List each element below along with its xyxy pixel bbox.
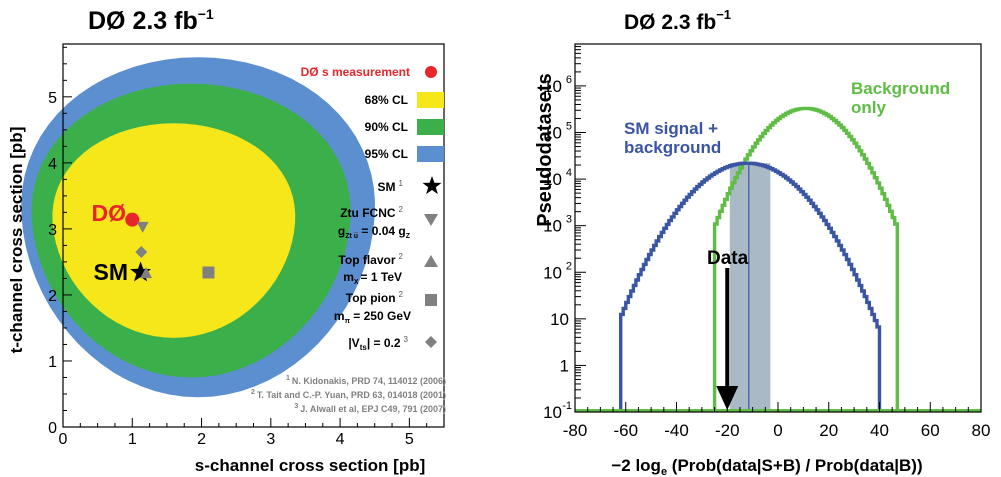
right-y-tick-label: 10 [543, 403, 562, 422]
point-star [130, 261, 151, 282]
right-x-tick-label: -40 [664, 421, 689, 440]
right-y-tick-label: 10 [543, 263, 562, 282]
legend-ztu: Ztu FCNC 2 [340, 205, 403, 220]
left-panel: DØ 2.3 fb−1 0 1 2 3 4 5 0 1 2 3 4 5 DØ SM DØ s meas… [7, 6, 446, 475]
legend-top-pion-mass: mπ = 250 GeV [334, 309, 411, 325]
d0-point-label: DØ [92, 200, 127, 226]
left-y-tick-label: 3 [48, 222, 57, 239]
legend-triangle-up-icon [424, 255, 438, 267]
left-x-tick-label: 4 [336, 431, 345, 448]
legend-top-flavor-mass: mX = 1 TeV [343, 270, 402, 286]
right-x-tick-label: 0 [773, 421, 782, 440]
right-title: DØ 2.3 fb−1 [624, 7, 731, 34]
legend-cl90-swatch [417, 119, 444, 135]
background-label-line2: only [851, 98, 886, 117]
legend-cl68: 68% CL [365, 93, 408, 107]
right-y-tick-exponent: 6 [566, 74, 572, 86]
right-annotations: SM signal + background Background only D… [624, 79, 950, 269]
legend-top-pion: Top pion 2 [346, 290, 404, 305]
left-x-tick-label: 1 [128, 431, 137, 448]
contour-68cl [52, 123, 296, 338]
left-title: DØ 2.3 fb−1 [88, 6, 214, 35]
legend-cl95-swatch [417, 146, 444, 162]
right-y-tick-exponent: -1 [562, 400, 572, 412]
data-arrow-head [716, 386, 739, 410]
right-x-tick-label: -20 [715, 421, 740, 440]
point-square [202, 266, 215, 279]
right-x-tick-label: -60 [613, 421, 638, 440]
left-axes-ticks: 0 1 2 3 4 5 0 1 2 3 4 5 [48, 46, 445, 448]
right-plot-frame [574, 43, 982, 413]
background-label-line1: Background [851, 79, 950, 98]
left-y-tick-label: 5 [48, 90, 57, 107]
legend-star-icon [422, 176, 442, 195]
right-x-tick-label: 20 [819, 421, 838, 440]
right-y-axis-label: Pseudodatasets [534, 73, 556, 226]
left-y-axis-label: t-channel cross section [pb] [7, 127, 26, 354]
right-x-tick-label: 80 [972, 421, 991, 440]
right-x-tick-label: 60 [921, 421, 940, 440]
left-legend: DØ s measurement 68% CL 90% CL 95% CL SM… [301, 65, 444, 352]
reference-1: 1 N. Kidonakis, PRD 74, 114012 (2006) [286, 375, 446, 386]
legend-cl68-swatch [417, 92, 444, 108]
data-label: Data [707, 248, 749, 269]
right-y-tick-label: 1 [560, 356, 569, 375]
right-y-tick-exponent: 2 [566, 260, 572, 272]
right-x-axis-label: −2 loge (Prob(data|S+B) / Prob(data|B)) [611, 456, 922, 477]
legend-d0-marker [425, 66, 437, 78]
left-references: 1 N. Kidonakis, PRD 74, 114012 (2006) 2 T.… [251, 375, 446, 414]
sensitivity-band [729, 163, 771, 412]
right-x-tick-label: -80 [563, 421, 588, 440]
legend-ztu-coupling: gZt u̅ = 0.04 gZ [338, 224, 411, 240]
right-y-tick-label: 10 [543, 217, 562, 236]
left-y-tick-label: 2 [48, 288, 57, 305]
reference-3: 3 J. Alwall et al, EPJ C49, 791 (2007) [294, 403, 446, 414]
legend-square-icon [425, 294, 437, 306]
legend-d0-measurement: DØ s measurement [301, 65, 410, 79]
data-arrow [716, 268, 739, 410]
left-x-tick-label: 3 [266, 431, 275, 448]
right-x-tick-label: 40 [870, 421, 889, 440]
legend-top-flavor: Top flavor 2 [338, 252, 403, 267]
right-y-tick-label: 10 [543, 170, 562, 189]
point-triangle-down [136, 221, 149, 233]
reference-2: 2 T. Tait and C.-P. Yuan, PRD 63, 014018 … [251, 389, 446, 400]
legend-triangle-down-icon [424, 214, 438, 226]
sm-signal-label-line1: SM signal + [624, 119, 718, 138]
left-x-tick-label: 5 [405, 431, 414, 448]
left-y-tick-label: 4 [48, 156, 57, 173]
right-y-tick-label: 10 [550, 310, 569, 329]
sm-point-label: SM [94, 259, 129, 285]
legend-cl95: 95% CL [365, 147, 408, 161]
sm-signal-background-histogram [619, 161, 882, 412]
left-contours [21, 57, 375, 398]
legend-sm: SM 1 [378, 179, 404, 194]
left-y-tick-label: 1 [48, 354, 57, 371]
legend-vts: |Vts| = 0.2 3 [348, 335, 408, 352]
left-x-tick-label: 0 [59, 431, 68, 448]
point-circle [125, 212, 140, 227]
right-y-tick-exponent: 4 [566, 167, 572, 179]
right-y-tick-label: 10 [543, 124, 562, 143]
point-triangle-up [140, 267, 153, 279]
right-y-tick-label: 10 [543, 77, 562, 96]
right-y-tick-exponent: 5 [566, 121, 572, 133]
left-y-tick-label: 0 [48, 420, 57, 437]
left-x-tick-label: 2 [197, 431, 206, 448]
left-x-axis-label: s-channel cross section [pb] [195, 456, 426, 475]
point-diamond [135, 246, 148, 259]
left-points [125, 212, 215, 282]
sm-signal-label-line2: background [624, 138, 721, 157]
legend-cl90: 90% CL [365, 120, 408, 134]
right-y-tick-exponent: 3 [566, 214, 572, 226]
legend-diamond-icon [425, 336, 437, 348]
